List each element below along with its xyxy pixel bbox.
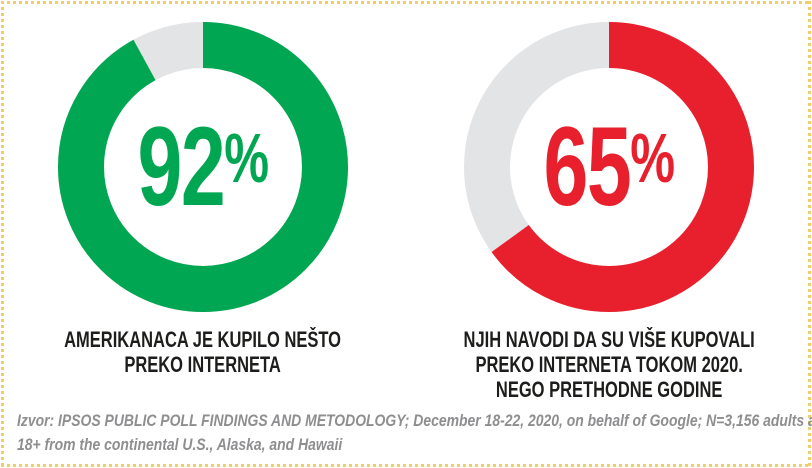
donut-card-right: 65% NJIH NAVODI DA SU VIŠE KUPOVALI PREK… [406, 0, 812, 402]
percent-sign-left: % [224, 118, 269, 197]
donut-value-arc-right [464, 22, 754, 312]
percent-sign-right: % [630, 118, 675, 197]
donut-card-left: 92% AMERIKANACA JE KUPILO NEŠTO PREKO IN… [0, 0, 406, 402]
dotted-frame-bottom [1, 464, 811, 467]
donut-ring-right [464, 22, 754, 312]
percentage-number-right: 65 [543, 104, 632, 229]
source-note-line-1: Izvor: IPSOS PUBLIC POLL FINDINGS AND ME… [17, 411, 812, 430]
donut-percentage-left: 92% [58, 22, 348, 312]
caption-left-line-1: AMERIKANACA JE KUPILO NEŠTO [64, 327, 342, 352]
donut-value-arc-left [58, 22, 348, 312]
caption-right: NJIH NAVODI DA SU VIŠE KUPOVALI PREKO IN… [463, 327, 754, 402]
caption-right-line-3: NEGO PRETHODNE GODINE [495, 377, 723, 402]
donut-ring-left [58, 22, 348, 312]
percentage-number-left: 92 [137, 104, 226, 229]
donut-chart-bought-online: 92% [58, 22, 348, 312]
chart-columns: 92% AMERIKANACA JE KUPILO NEŠTO PREKO IN… [0, 0, 812, 402]
caption-left-line-2: PREKO INTERNETA [124, 352, 282, 377]
caption-left: AMERIKANACA JE KUPILO NEŠTO PREKO INTERN… [65, 327, 342, 377]
caption-right-line-2: PREKO INTERNETA TOKOM 2020. [475, 352, 743, 377]
caption-right-line-1: NJIH NAVODI DA SU VIŠE KUPOVALI [463, 327, 755, 352]
donut-percentage-right: 65% [464, 22, 754, 312]
source-note: Izvor: IPSOS PUBLIC POLL FINDINGS AND ME… [17, 409, 812, 457]
source-note-line-2: 18+ from the continental U.S., Alaska, a… [17, 435, 343, 454]
donut-chart-bought-more-2020: 65% [464, 22, 754, 312]
